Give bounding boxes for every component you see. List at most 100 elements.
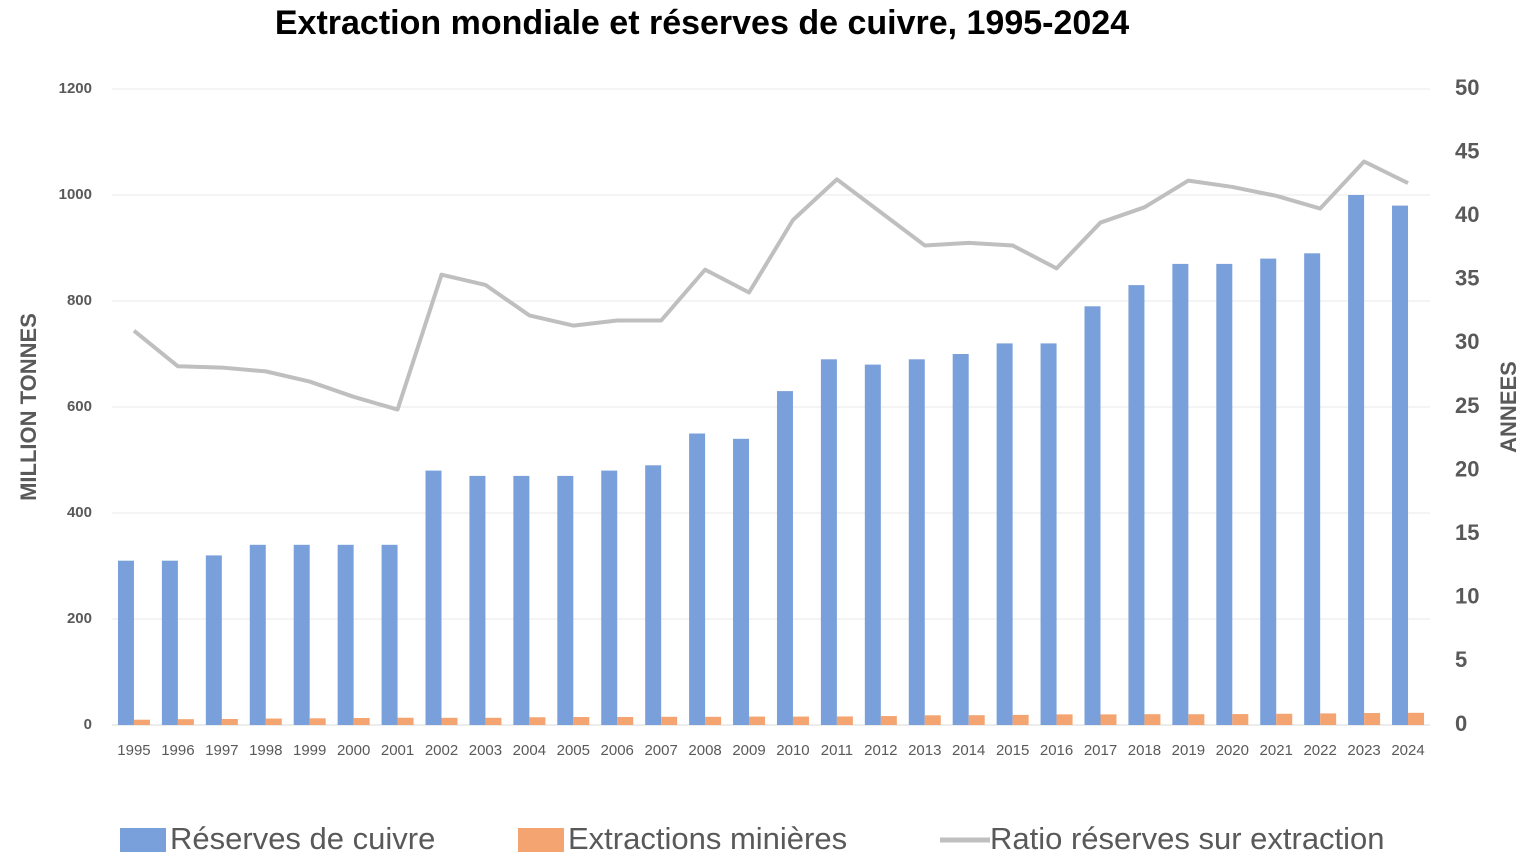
x-tick-label: 2020 (1216, 742, 1249, 759)
x-tick-label: 1999 (293, 742, 326, 759)
x-tick-label: 2001 (381, 742, 414, 759)
bar (1012, 714, 1029, 725)
y2-tick-label: 30 (1455, 329, 1479, 354)
x-tick-label: 2005 (557, 742, 590, 759)
legend-label: Réserves de cuivre (170, 821, 435, 856)
x-tick-label: 1995 (117, 742, 150, 759)
bar (820, 359, 837, 725)
y-tick-label: 800 (67, 292, 92, 309)
bar (908, 359, 925, 725)
bar (1188, 714, 1205, 725)
x-tick-label: 2013 (908, 742, 941, 759)
legend-swatch (120, 828, 166, 852)
bar (776, 391, 793, 725)
bar (1144, 714, 1161, 725)
x-tick-label: 2023 (1347, 742, 1380, 759)
legend-label: Extractions minières (568, 821, 847, 856)
y2-axis-label: ANNEES (1496, 361, 1521, 453)
y2-tick-label: 25 (1455, 393, 1479, 418)
y2-tick-label: 20 (1455, 456, 1479, 481)
bar (996, 343, 1013, 725)
bar (1320, 713, 1337, 725)
y-axis-label: MILLION TONNES (16, 313, 41, 501)
x-tick-label: 2009 (732, 742, 765, 759)
y2-tick-label: 35 (1455, 266, 1479, 291)
x-tick-label: 2019 (1172, 742, 1205, 759)
line (132, 159, 1409, 412)
bar (1392, 205, 1409, 726)
x-tick-label: 2008 (688, 742, 721, 759)
bar (573, 717, 590, 725)
bar (1128, 285, 1145, 725)
bar (397, 717, 414, 725)
x-tick-label: 2022 (1303, 742, 1336, 759)
bar (1040, 343, 1057, 725)
bar (381, 544, 398, 725)
y-tick-label: 400 (67, 504, 92, 521)
bar (705, 716, 722, 725)
bar (1084, 306, 1101, 725)
bar (645, 465, 662, 725)
x-tick-label: 2010 (776, 742, 809, 759)
legend-swatch (518, 828, 564, 852)
x-tick-label: 2016 (1040, 742, 1073, 759)
bar (1232, 714, 1249, 725)
bar (661, 716, 678, 725)
x-tick-label: 2006 (601, 742, 634, 759)
bar (441, 717, 458, 725)
bar (1172, 263, 1189, 725)
y2-tick-label: 0 (1455, 711, 1467, 736)
bar (792, 716, 809, 725)
bar (221, 718, 238, 725)
bar (425, 470, 442, 725)
bar (117, 560, 134, 725)
bar (133, 719, 150, 725)
y2-tick-label: 15 (1455, 520, 1479, 545)
bar (249, 544, 266, 725)
x-tick-label: 2000 (337, 742, 370, 759)
bar (1408, 712, 1425, 725)
bar (601, 470, 618, 725)
bar (1260, 258, 1277, 725)
x-tick-label: 2007 (644, 742, 677, 759)
x-tick-label: 2012 (864, 742, 897, 759)
x-tick-label: 1998 (249, 742, 282, 759)
x-tick-label: 2011 (821, 742, 853, 759)
x-tick-label: 2003 (469, 742, 502, 759)
bar (952, 354, 969, 725)
bar (1216, 263, 1233, 725)
bar (1276, 713, 1293, 725)
bar (689, 433, 706, 725)
bar (733, 438, 750, 725)
x-tick-label: 2014 (952, 742, 985, 759)
bar (1100, 714, 1117, 725)
bar (880, 716, 897, 725)
x-tick-label: 2004 (513, 742, 546, 759)
bar (161, 560, 178, 725)
y-tick-label: 1000 (59, 186, 92, 203)
y-tick-label: 0 (84, 716, 92, 733)
bar (337, 544, 354, 725)
bar (485, 717, 502, 725)
y-tick-label: 200 (67, 610, 92, 627)
bar (749, 716, 766, 725)
bar (924, 715, 941, 725)
bar (864, 364, 881, 725)
y2-tick-label: 10 (1455, 584, 1479, 609)
bar (1364, 713, 1381, 725)
bar (469, 475, 486, 725)
x-tick-label: 2021 (1260, 742, 1293, 759)
x-tick-label: 2015 (996, 742, 1029, 759)
bar (293, 544, 310, 725)
bar (1348, 195, 1365, 725)
bar (529, 717, 546, 725)
bar (1304, 253, 1321, 726)
y-tick-label: 1200 (59, 80, 92, 97)
bar (513, 475, 530, 725)
y2-tick-label: 40 (1455, 202, 1479, 227)
bar (309, 718, 326, 725)
x-tick-label: 2018 (1128, 742, 1161, 759)
x-tick-label: 1997 (205, 742, 238, 759)
bar (205, 555, 222, 725)
